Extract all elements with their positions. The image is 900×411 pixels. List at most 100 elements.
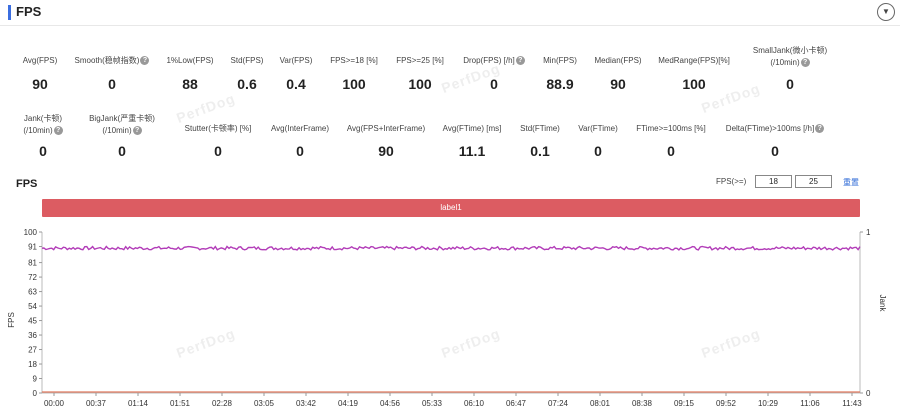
stat-label: FPS>=25 [%] [360, 55, 480, 67]
stat-label: SmallJank(微小卡顿) (/10min)? [730, 45, 850, 69]
x-tick-label: 00:37 [86, 399, 107, 408]
stat-label: Smooth(稳帧指数)? [52, 55, 172, 67]
stat-label-text: Jank(卡顿) [23, 114, 63, 123]
stat-label: Std(FPS) [187, 55, 307, 67]
stat-label: 1%Low(FPS) [130, 55, 250, 67]
x-tick-label: 01:51 [170, 399, 191, 408]
fps-threshold-input-1[interactable] [755, 175, 792, 188]
help-icon[interactable]: ? [515, 56, 525, 66]
stat-label-text: Delta(FTime)>100ms [/h] [725, 124, 815, 133]
section-header: FPS ▼ [0, 0, 900, 26]
stat-value: 100 [682, 76, 706, 92]
help-icon[interactable]: ? [53, 126, 63, 136]
stat-label-text: Avg(FPS) [22, 56, 58, 65]
x-tick-label: 00:00 [44, 399, 65, 408]
reset-link[interactable]: 重置 [843, 178, 859, 187]
help-icon[interactable]: ? [140, 56, 150, 66]
stat-value: 0 [108, 76, 116, 92]
x-tick-label: 08:38 [632, 399, 653, 408]
y2-tick-label: 0 [866, 389, 871, 398]
y-tick-label: 91 [28, 242, 37, 251]
y-tick-label: 54 [28, 302, 37, 311]
stat-value: 0 [594, 143, 602, 159]
stat-label: Median(FPS) [558, 55, 678, 67]
stat-label-unit: (/10min) [770, 58, 800, 67]
x-tick-label: 06:47 [506, 399, 527, 408]
stat-label: Jank(卡顿) (/10min)? [0, 113, 103, 137]
y-tick-label: 9 [33, 375, 38, 384]
stat-value: 90 [32, 76, 48, 92]
help-icon[interactable]: ? [132, 126, 142, 136]
stat-value: 0 [296, 143, 304, 159]
fps-series-line [41, 245, 861, 251]
stat-value: 0 [490, 76, 498, 92]
stat-label-text: Drop(FPS) [/h] [463, 56, 515, 65]
y-tick-label: 45 [28, 317, 37, 326]
chart-title: FPS [16, 178, 38, 190]
y-tick-label: 36 [28, 331, 37, 340]
stat-value: 0.1 [530, 143, 550, 159]
stat-label-text: Std(FTime) [520, 124, 560, 133]
stat-label: Avg(InterFrame) [240, 123, 360, 135]
stat-label: Min(FPS) [500, 55, 620, 67]
label-bar-text: label1 [440, 203, 462, 212]
stat-label-text: Avg(FPS+InterFrame) [346, 124, 426, 133]
x-tick-label: 08:01 [590, 399, 611, 408]
stat-label: Avg(FPS+InterFrame) [326, 123, 446, 135]
stat-label-text: SmallJank(微小卡顿) [752, 46, 828, 55]
stat-label-text: FPS>=18 [%] [330, 56, 378, 65]
y-tick-label: 63 [28, 288, 37, 297]
stat-value: 0 [667, 143, 675, 159]
stat-value: 100 [408, 76, 432, 92]
help-icon[interactable]: ? [800, 58, 810, 68]
stat-label: FTime>=100ms [%] [611, 123, 731, 135]
chevron-down-icon: ▼ [882, 7, 890, 16]
stat-label: FPS>=18 [%] [294, 55, 414, 67]
stat-label: MedRange(FPS)[%] [634, 55, 754, 67]
x-tick-label: 09:52 [716, 399, 737, 408]
fps-filter-label: FPS(>=) [716, 177, 747, 186]
x-tick-label: 04:19 [338, 399, 359, 408]
x-tick-label: 03:42 [296, 399, 317, 408]
stat-label: BigJank(严重卡顿) (/10min)? [62, 113, 182, 137]
stat-label-text: FTime>=100ms [%] [636, 124, 706, 133]
y2-axis-label: Jank [878, 295, 887, 313]
stat-label: Var(FPS) [236, 55, 356, 67]
stat-label-unit: (/10min) [102, 126, 132, 135]
x-tick-label: 09:15 [674, 399, 695, 408]
stat-label-text: Avg(InterFrame) [270, 124, 330, 133]
stat-value: 88.9 [546, 76, 574, 92]
x-tick-label: 02:28 [212, 399, 233, 408]
x-tick-label: 04:56 [380, 399, 401, 408]
y-tick-label: 100 [24, 228, 38, 237]
stat-label: Avg(FTime) [ms] [412, 123, 532, 135]
stat-label-text: Avg(FTime) [ms] [442, 124, 502, 133]
stat-value: 88 [182, 76, 198, 92]
stat-label-text: Var(FPS) [279, 56, 313, 65]
stat-value: 0 [786, 76, 794, 92]
y-tick-label: 18 [28, 360, 37, 369]
help-icon[interactable]: ? [815, 124, 825, 134]
stat-label-text: Stutter(卡顿率) [%] [184, 124, 252, 133]
stat-value: 90 [378, 143, 394, 159]
stat-label-text: FPS>=25 [%] [396, 56, 444, 65]
section-title: FPS [16, 4, 42, 19]
x-tick-label: 11:06 [800, 399, 820, 408]
stat-value: 0 [39, 143, 47, 159]
y-tick-label: 0 [33, 389, 38, 398]
stat-value: 11.1 [458, 143, 486, 159]
stat-label-text: Min(FPS) [543, 56, 577, 65]
fps-threshold-input-2[interactable] [795, 175, 832, 188]
x-tick-label: 01:14 [128, 399, 149, 408]
stat-value: 100 [342, 76, 366, 92]
label-bar[interactable]: label1 [42, 199, 860, 217]
collapse-button[interactable]: ▼ [877, 3, 895, 21]
x-tick-label: 10:29 [758, 399, 779, 408]
stat-value: 90 [610, 76, 626, 92]
y-tick-label: 27 [28, 346, 37, 355]
stat-value: 0.4 [286, 76, 306, 92]
y-tick-label: 72 [28, 273, 37, 282]
x-tick-label: 07:24 [548, 399, 569, 408]
stat-value: 0 [771, 143, 779, 159]
